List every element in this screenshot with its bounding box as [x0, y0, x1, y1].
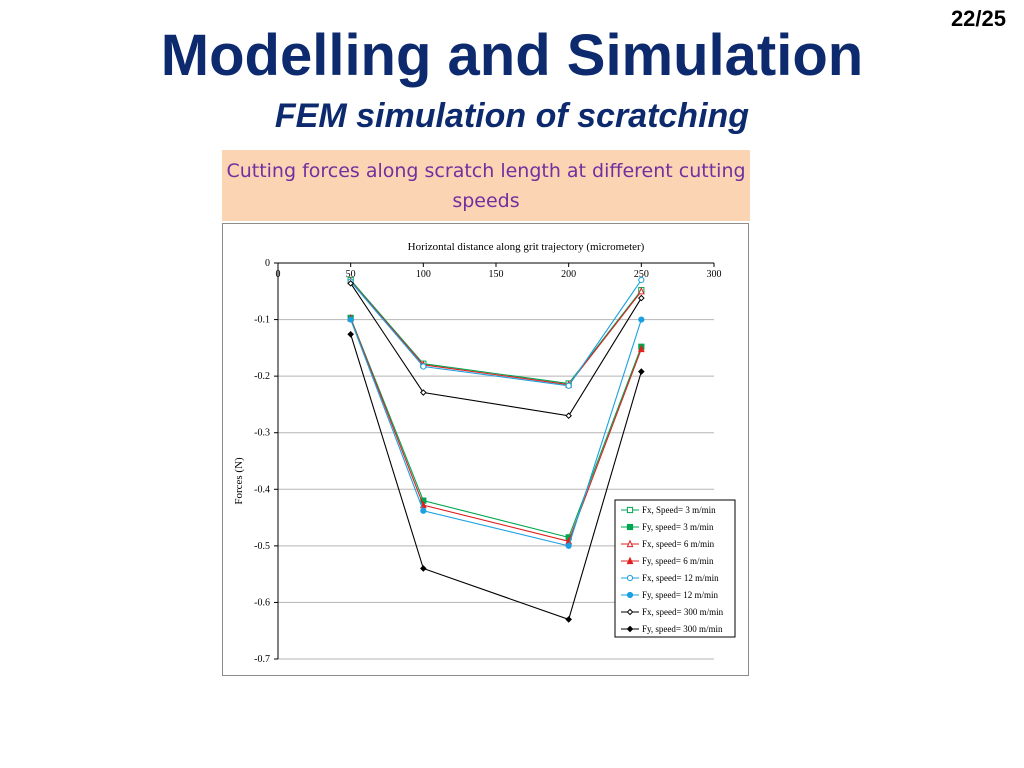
- data-point-series-4: [637, 344, 645, 353]
- x-tick-label: 250: [634, 269, 649, 280]
- series-line-7: [350, 283, 642, 417]
- data-point-series-8: [420, 565, 427, 572]
- chart-caption: Cutting forces along scratch length at d…: [222, 150, 750, 221]
- chart-legend: [614, 499, 736, 638]
- legend-entry: Fy, speed= 12 m/min: [642, 590, 718, 600]
- y-tick-label: -0.2: [254, 371, 270, 382]
- data-point-series-5: [420, 363, 427, 370]
- legend-marker: [626, 523, 634, 531]
- x-tick-label: 300: [707, 269, 722, 280]
- legend-marker: [626, 625, 634, 633]
- legend-marker: [626, 608, 634, 616]
- legend-entry: Fx, speed= 12 m/min: [642, 573, 719, 583]
- legend-marker: [626, 591, 634, 599]
- x-tick-label: 100: [416, 269, 431, 280]
- y-tick-label: -0.6: [254, 597, 270, 608]
- y-tick-label: -0.4: [254, 484, 270, 495]
- data-point-series-6: [347, 316, 354, 323]
- legend-entry: Fx, speed= 300 m/min: [642, 607, 724, 617]
- legend-entry: Fy, speed= 300 m/min: [642, 624, 723, 634]
- legend-marker: [626, 556, 634, 565]
- legend-marker: [626, 574, 634, 582]
- series-line-6: [350, 319, 642, 547]
- series-line-1: [350, 279, 642, 385]
- data-point-series-6: [420, 507, 427, 514]
- x-tick-label: 200: [561, 269, 576, 280]
- y-tick-label: 0: [265, 258, 270, 269]
- data-point-series-6: [638, 316, 645, 323]
- series-line-4: [350, 318, 642, 542]
- x-axis-label: Horizontal distance along grit trajector…: [408, 241, 645, 253]
- series-line-2: [350, 317, 642, 539]
- series-line-5: [350, 279, 642, 387]
- data-point-series-7: [565, 412, 572, 420]
- x-tick-label: 0: [276, 269, 281, 280]
- data-point-series-3: [637, 286, 645, 295]
- data-point-series-6: [565, 542, 572, 549]
- y-tick-label: -0.1: [254, 315, 270, 326]
- slide-subtitle: FEM simulation of scratching: [274, 97, 750, 135]
- y-tick-label: -0.3: [254, 428, 270, 439]
- chart-frame: 0 -0.1 -0.2 -0.3 -0.4 -0.5 -0.6 -0.7 0 50 100 150 20…: [222, 223, 749, 676]
- legend-marker: [626, 506, 634, 514]
- y-tick-label: -0.7: [254, 654, 270, 665]
- slide-title: Modelling and Simulation: [160, 23, 864, 88]
- legend-marker: [626, 539, 634, 548]
- legend-entry: Fy, speed= 6 m/min: [642, 556, 714, 566]
- data-point-series-8: [347, 330, 354, 338]
- y-tick-label: -0.5: [254, 541, 270, 552]
- data-point-series-7: [420, 389, 427, 396]
- legend-entry: Fx, speed= 6 m/min: [642, 539, 715, 549]
- slide-number: 22/25: [950, 6, 1006, 31]
- series-line-3: [350, 280, 642, 386]
- x-tick-label: 150: [489, 269, 504, 280]
- legend-entry: Fy, speed= 3 m/min: [642, 522, 714, 532]
- series-line-8: [350, 334, 642, 621]
- data-point-series-8: [565, 616, 572, 623]
- y-axis-label: Forces (N): [233, 457, 245, 505]
- forces-line-chart: 0 -0.1 -0.2 -0.3 -0.4 -0.5 -0.6 -0.7 0 50 100 150 20…: [233, 241, 736, 665]
- x-tick-label: 50: [346, 269, 356, 280]
- data-point-series-8: [638, 368, 645, 375]
- data-point-series-7: [638, 294, 645, 302]
- data-point-series-5: [638, 276, 645, 284]
- data-point-series-7: [347, 280, 354, 287]
- data-point-series-5: [565, 382, 572, 389]
- legend-entry: Fx, Speed= 3 m/min: [642, 505, 716, 515]
